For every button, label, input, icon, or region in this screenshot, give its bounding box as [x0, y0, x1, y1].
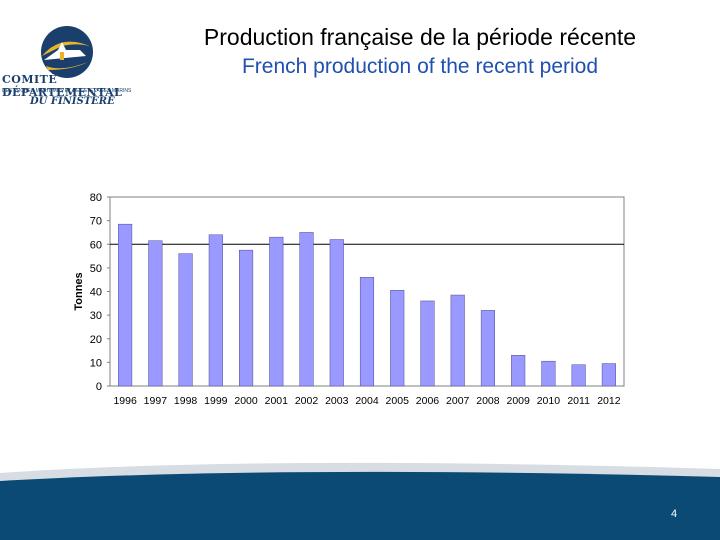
y-tick-label: 70 [90, 216, 102, 228]
y-tick-label: 30 [90, 310, 102, 322]
x-tick-label: 2009 [506, 395, 530, 407]
bar-2004 [359, 277, 375, 387]
slide-title-english: French production of the recent period [241, 55, 599, 78]
bar-2002 [299, 232, 314, 387]
y-tick-label: 50 [90, 263, 102, 275]
logo-text-line2: DES PÊCHES MARITIMES ET DES ÉLEVAGES MAR… [2, 88, 132, 94]
chart-bars-layer [118, 223, 616, 387]
bar-2008 [480, 310, 495, 387]
x-tick-label: 2008 [476, 395, 500, 407]
logo-text-line1: COMITÉ DÉPARTEMENTAL [2, 73, 123, 99]
bar-1997 [148, 240, 163, 387]
x-tick-label: 2001 [265, 395, 289, 407]
x-tick-label: 2003 [325, 395, 349, 407]
logo-emblem [41, 26, 94, 78]
bar-1996 [118, 223, 133, 387]
chart-container: 0 10 20 30 40 50 60 70 80 Tonnes 1996 1997 1998 1999 2… [70, 185, 640, 415]
x-tick-label: 2005 [386, 395, 410, 407]
x-tick-label: 2002 [295, 395, 319, 407]
logo-wave [46, 62, 88, 70]
bar-2000 [239, 249, 254, 387]
bar-2001 [269, 236, 284, 387]
y-tick-label: 40 [90, 287, 102, 299]
bar-2012 [601, 363, 616, 387]
chart-labels-layer: 0 10 20 30 40 50 60 70 80 Tonnes 1996 1997 1998 1999 2… [73, 192, 621, 407]
x-tick-label: 2010 [537, 395, 561, 407]
y-axis-label: Tonnes [73, 272, 85, 310]
logo-text-line3: DU FINISTÈRE [30, 96, 115, 107]
bar-2007 [450, 294, 465, 387]
x-tick-label: 1998 [174, 395, 198, 407]
y-tick-label: 20 [90, 334, 102, 346]
x-tick-label: 2007 [446, 395, 470, 407]
slide-title-french: Production française de la période récen… [203, 24, 637, 50]
bar-chart: 0 10 20 30 40 50 60 70 80 Tonnes 1996 1997 1998 1999 2… [73, 192, 625, 407]
y-tick-label: 80 [90, 192, 102, 204]
bar-2006 [420, 300, 435, 387]
footer-band [0, 462, 720, 540]
x-tick-label: 2004 [355, 395, 379, 407]
x-tick-label: 1996 [113, 395, 137, 407]
y-tick-label: 0 [96, 381, 102, 393]
bar-2011 [571, 364, 586, 387]
bar-2003 [329, 239, 344, 387]
x-tick-label: 1997 [144, 395, 168, 407]
footer-navy [0, 471, 720, 540]
boat-icon [44, 42, 86, 60]
x-tick-label: 2011 [567, 395, 590, 407]
x-tick-label: 2000 [234, 395, 258, 407]
bar-2009 [511, 355, 526, 387]
y-tick-label: 60 [90, 239, 102, 251]
y-tick-label: 10 [90, 357, 102, 369]
bar-1999 [208, 234, 223, 387]
x-tick-label: 2012 [597, 395, 621, 407]
page-number: 4 [670, 508, 678, 520]
logo-mast [60, 52, 64, 60]
bar-2005 [390, 290, 405, 387]
bar-1998 [178, 253, 193, 387]
logo-sun-arc [42, 41, 94, 56]
x-tick-label: 2006 [416, 395, 440, 407]
x-tick-label: 1999 [204, 395, 228, 407]
bar-2010 [541, 360, 556, 387]
